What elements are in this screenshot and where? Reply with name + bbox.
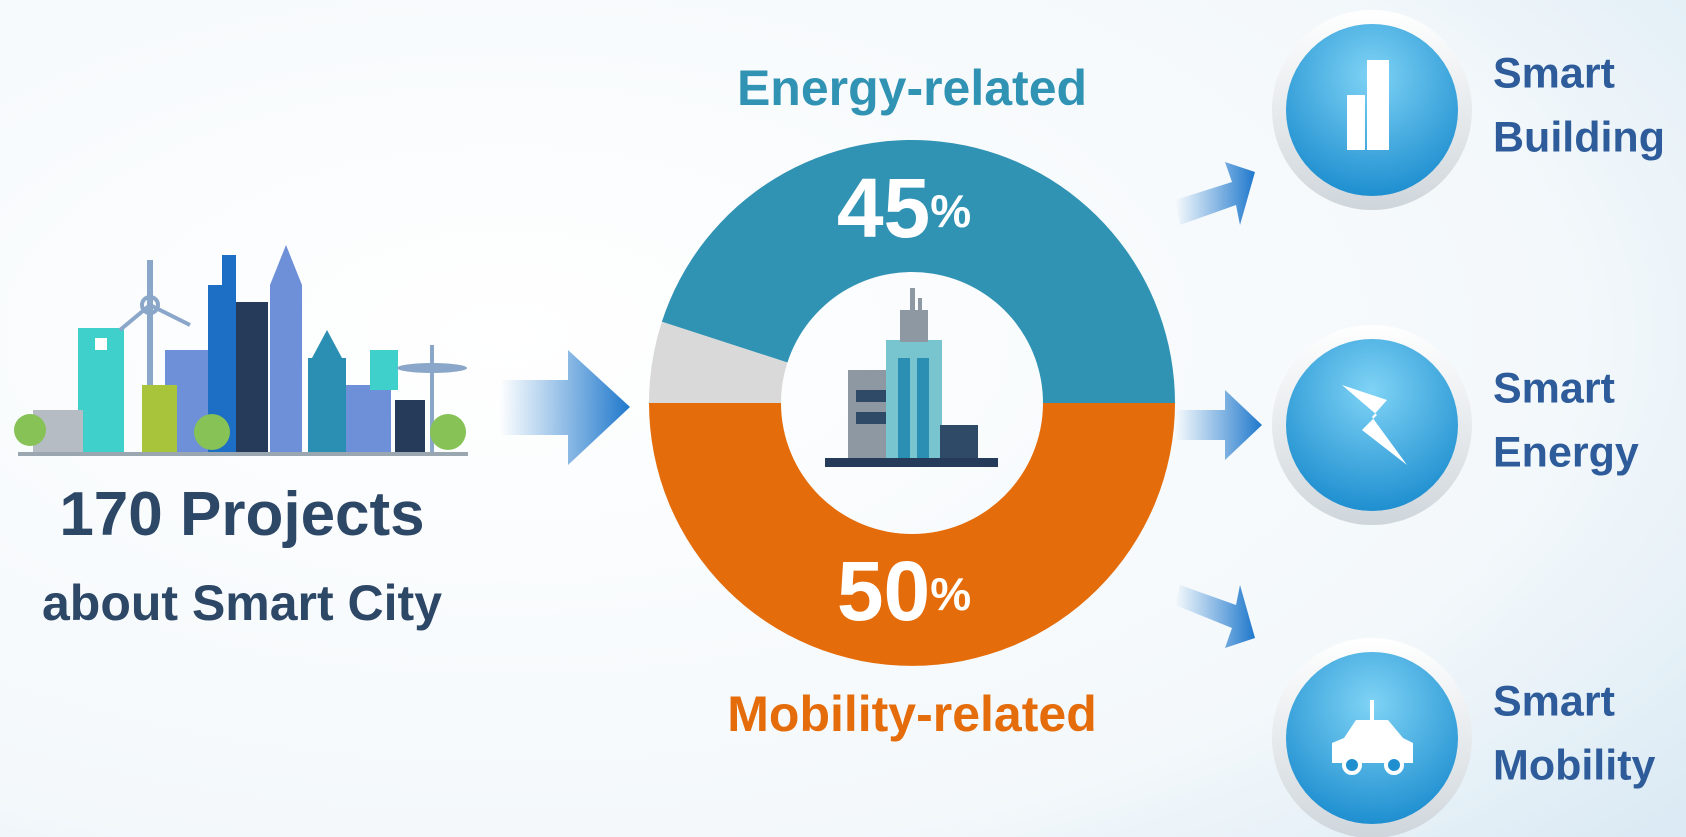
outcome-label: Mobility (1493, 741, 1656, 789)
segment-label: Mobility-related (727, 686, 1096, 742)
subline: about Smart City (42, 575, 442, 631)
headline: 170 Projects (59, 480, 424, 549)
car-wheel (1386, 757, 1402, 773)
outcome-label: Energy (1493, 428, 1639, 476)
outcome-label: Smart (1493, 677, 1615, 725)
infographic: 170 Projects about Smart City Energy-rel… (0, 0, 1686, 837)
segment-label: Energy-related (737, 60, 1087, 116)
outcome-label: Smart (1493, 364, 1615, 412)
outcome-label: Smart (1493, 49, 1615, 97)
outcome-label: Building (1493, 113, 1665, 161)
car-wheel (1344, 757, 1360, 773)
